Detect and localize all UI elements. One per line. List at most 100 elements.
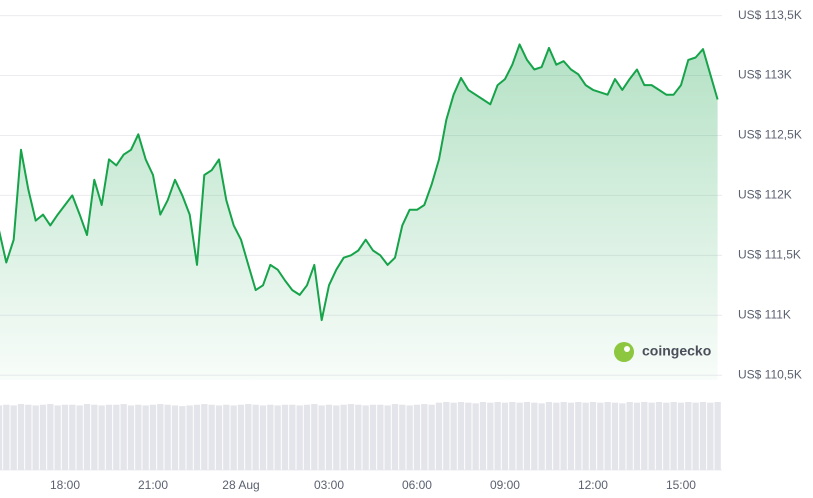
volume-bar	[340, 404, 347, 470]
plot: US$ 110,5K US$ 111K US$ 111,5K US$ 112K US$ …	[0, 8, 802, 492]
watermark: coingecko	[614, 342, 711, 362]
volume-bar	[157, 404, 164, 470]
volume-bar	[604, 402, 611, 470]
volume-bar	[582, 402, 589, 470]
volume-bar	[699, 402, 707, 470]
volume-bar	[237, 404, 245, 470]
volume-bar	[677, 402, 685, 470]
volume-bar	[296, 405, 303, 470]
volume-bar	[230, 405, 237, 470]
volume-bar	[670, 402, 677, 470]
volume-bar	[538, 403, 545, 470]
volume-bar	[32, 405, 39, 470]
volume-bar	[465, 402, 472, 470]
y-tick-label: US$ 111,5K	[738, 248, 801, 262]
volume-bar	[259, 405, 267, 470]
volume-bar	[17, 404, 25, 470]
y-tick-label: US$ 113K	[738, 68, 792, 82]
volume-bar	[663, 402, 670, 470]
volume-bar	[553, 402, 560, 470]
volume-bar	[619, 403, 626, 470]
volume-bar	[472, 403, 479, 470]
y-tick-label: US$ 110,5K	[738, 367, 802, 381]
volume-bar	[384, 405, 391, 470]
volume-bar	[91, 404, 98, 470]
volume-bar	[193, 404, 201, 470]
x-tick-label: 12:00	[578, 478, 608, 492]
volume-bar	[39, 404, 47, 470]
volume-bar	[567, 402, 575, 470]
price-area	[0, 44, 718, 380]
x-tick-label: 06:00	[402, 478, 432, 492]
volume-bar	[479, 402, 487, 470]
volume-bar	[105, 404, 113, 470]
volume-bar	[201, 404, 208, 470]
volume-bar	[245, 404, 252, 470]
volume-bar	[611, 402, 619, 470]
x-tick-label: 21:00	[138, 478, 168, 492]
y-tick-label: US$ 112K	[738, 188, 792, 202]
volume-bar	[223, 404, 230, 470]
volume-bar	[692, 402, 699, 470]
volume-bar	[318, 405, 325, 470]
volume-bar	[303, 404, 311, 470]
volume-bar	[406, 405, 413, 470]
volume-bar	[589, 402, 597, 470]
volume-bar	[413, 404, 421, 470]
y-tick-label: US$ 111K	[738, 307, 791, 321]
volume-bar	[47, 404, 54, 470]
volume-bar	[545, 402, 553, 470]
volume-bar	[685, 402, 692, 470]
volume-bar	[135, 404, 142, 470]
volume-bar	[252, 404, 259, 470]
volume-bar	[25, 404, 32, 470]
volume-bar	[215, 405, 223, 470]
volume-bar	[487, 402, 494, 470]
volume-bar	[171, 405, 179, 470]
volume-bar	[113, 404, 120, 470]
volume-bar	[281, 404, 289, 470]
x-tick-label: 03:00	[314, 478, 344, 492]
volume-bar	[494, 402, 501, 470]
x-tick-label: 15:00	[666, 478, 696, 492]
volume-bar	[399, 404, 406, 470]
volume-bar	[0, 405, 3, 470]
volume-bar	[347, 404, 355, 470]
volume-bar	[76, 405, 83, 470]
volume-bar	[164, 404, 171, 470]
volume-bar	[3, 404, 10, 470]
volume-bar	[355, 404, 362, 470]
volume-bar	[10, 405, 17, 470]
volume-bar	[274, 405, 281, 470]
volume-bar	[289, 404, 296, 470]
volume-bar	[575, 402, 582, 470]
volume-bar	[120, 404, 127, 470]
volume-bar	[428, 404, 435, 470]
volume-bar	[443, 402, 450, 470]
volume-bar	[333, 405, 340, 470]
x-tick-label: 28 Aug	[222, 478, 259, 492]
volume-bar	[626, 402, 633, 470]
volume-bar	[179, 406, 186, 470]
volume-bar	[54, 405, 61, 470]
volume-bar	[83, 404, 91, 470]
volume-bar	[714, 402, 721, 470]
volume-bar	[501, 402, 509, 470]
volume-bar	[509, 402, 516, 470]
volume-bar	[208, 404, 215, 470]
volume-bar	[450, 402, 457, 470]
volume-bar	[655, 402, 663, 470]
volume-bar	[648, 402, 655, 470]
volume-bar	[127, 405, 135, 470]
volume-bar	[61, 404, 69, 470]
price-line	[0, 43, 719, 322]
volume-bar	[641, 402, 648, 470]
volume-bar	[421, 404, 428, 470]
volume-bar	[457, 402, 465, 470]
volume-bar	[98, 405, 105, 470]
volume-bar	[267, 404, 274, 470]
volume-bar	[597, 402, 604, 470]
x-tick-label: 09:00	[490, 478, 520, 492]
